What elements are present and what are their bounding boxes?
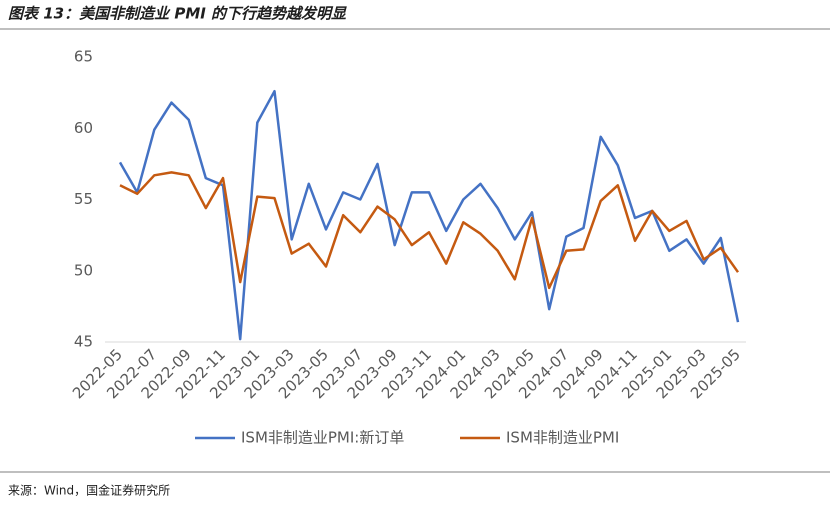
- y-tick-label: 50: [74, 261, 93, 279]
- y-tick-label: 45: [74, 333, 93, 351]
- chart-title: 图表 13：美国非制造业 PMI 的下行趋势越发明显: [8, 5, 347, 23]
- source: 来源：Wind，国金证券研究所: [8, 483, 170, 498]
- series-line: [119, 171, 740, 290]
- series-line: [118, 89, 740, 341]
- legend-label: ISM非制造业PMI: [506, 429, 619, 447]
- y-tick-label: 65: [74, 48, 93, 66]
- y-tick-label: 55: [74, 190, 93, 208]
- legend-label: ISM非制造业PMI:新订单: [241, 429, 404, 447]
- y-tick-label: 60: [74, 119, 93, 137]
